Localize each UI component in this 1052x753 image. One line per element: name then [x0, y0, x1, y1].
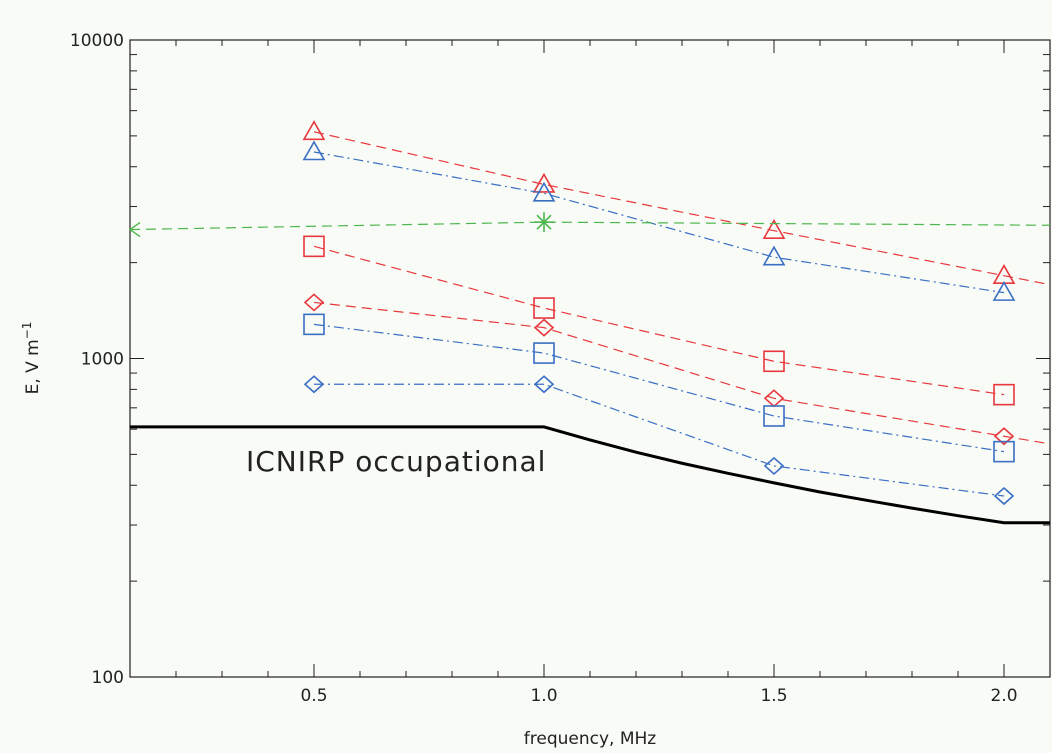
arrow-left-marker	[128, 221, 141, 238]
series-line	[313, 323, 1005, 453]
series-6	[128, 212, 1051, 238]
y-axis-label-sup: −1	[20, 322, 34, 340]
series-line	[130, 425, 1050, 525]
series-7	[130, 425, 1050, 525]
square-marker	[533, 297, 555, 319]
triangle-marker	[302, 120, 326, 141]
series-5	[303, 375, 1015, 506]
diamond-marker	[993, 427, 1015, 446]
y-axis-label-main: E, V m	[23, 339, 43, 394]
series-line	[313, 301, 1051, 445]
series-2	[303, 235, 1015, 406]
square-marker	[533, 342, 555, 364]
curve-annotation: ICNIRP occupational	[246, 445, 546, 478]
x-tick-label: 1.5	[760, 686, 787, 706]
x-tick-label: 2.0	[990, 686, 1017, 706]
plot-area	[129, 39, 1051, 678]
square-marker	[763, 350, 785, 373]
square-marker	[303, 235, 325, 258]
diamond-marker	[533, 375, 555, 394]
triangle-marker	[992, 281, 1016, 301]
diamond-marker	[303, 375, 325, 394]
triangle-marker	[302, 140, 326, 161]
triangle-marker	[762, 219, 786, 239]
triangle-marker	[762, 245, 786, 266]
series-4	[303, 313, 1015, 463]
series-line	[313, 131, 1051, 286]
axis-ticks	[130, 39, 1050, 678]
series-line	[314, 383, 1005, 497]
y-tick-label: 100	[92, 668, 124, 688]
square-marker	[303, 313, 325, 336]
square-marker	[763, 405, 785, 427]
triangle-marker	[532, 181, 556, 202]
series-1	[302, 140, 1016, 301]
x-tick-label: 0.5	[300, 686, 327, 706]
y-tick-label: 10000	[70, 31, 124, 51]
diamond-marker	[993, 486, 1015, 506]
series-line	[313, 151, 1005, 294]
x-tick-label: 1.0	[530, 686, 557, 706]
diamond-marker	[303, 293, 325, 312]
series-line	[313, 245, 1005, 396]
series-layer	[128, 120, 1051, 525]
y-tick-label: 1000	[81, 350, 124, 370]
square-marker	[993, 383, 1015, 406]
diamond-marker	[763, 456, 785, 475]
y-axis-label: E, V m−1	[20, 322, 43, 395]
diamond-marker	[533, 318, 555, 337]
asterisk-marker-d2	[536, 214, 552, 230]
axis-tick-labels: 0.5 1.0 1.5 2.0 100 1000 10000	[70, 31, 1018, 706]
x-axis-label: frequency, MHz	[524, 729, 657, 749]
square-marker	[993, 440, 1015, 463]
triangle-marker	[532, 172, 556, 193]
